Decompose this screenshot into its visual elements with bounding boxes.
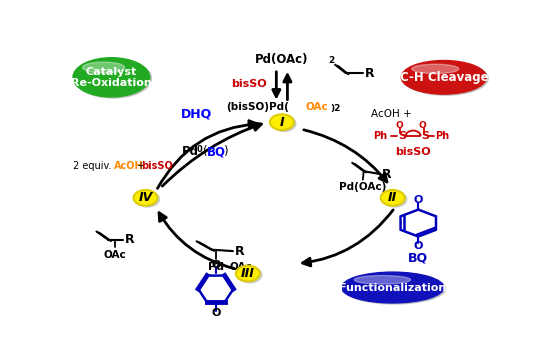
Circle shape: [238, 267, 262, 283]
Text: +: +: [134, 161, 148, 171]
Text: DHQ: DHQ: [181, 107, 212, 120]
Text: ): ): [223, 145, 228, 158]
Text: bisSO: bisSO: [232, 79, 267, 89]
Text: Catalyst
Re-Oxidation: Catalyst Re-Oxidation: [71, 67, 152, 88]
Text: II: II: [388, 191, 397, 204]
Text: O: O: [419, 121, 426, 130]
Text: IV: IV: [139, 191, 152, 204]
Text: Ph: Ph: [373, 131, 388, 141]
Text: OAc: OAc: [230, 262, 252, 272]
Ellipse shape: [402, 60, 487, 94]
Circle shape: [134, 190, 157, 206]
Text: bisSO: bisSO: [395, 147, 431, 157]
Text: Pd: Pd: [208, 262, 224, 272]
Text: Functionalization: Functionalization: [339, 282, 447, 293]
Ellipse shape: [403, 62, 488, 95]
Ellipse shape: [342, 272, 444, 303]
Ellipse shape: [354, 276, 411, 284]
Text: III: III: [241, 267, 255, 280]
Text: O: O: [211, 308, 221, 318]
Text: )2: )2: [330, 104, 340, 112]
Text: BQ: BQ: [408, 251, 428, 264]
Ellipse shape: [412, 64, 459, 74]
Ellipse shape: [73, 58, 150, 97]
Text: AcOH: AcOH: [114, 161, 144, 171]
Circle shape: [383, 191, 407, 207]
Text: 2 equiv.: 2 equiv.: [73, 161, 114, 171]
Ellipse shape: [82, 62, 125, 73]
Text: BQ: BQ: [207, 145, 226, 158]
Text: (: (: [203, 145, 208, 158]
Text: 0: 0: [197, 145, 202, 154]
Text: Ph: Ph: [436, 131, 449, 141]
Ellipse shape: [75, 59, 151, 98]
Text: O: O: [395, 121, 403, 130]
Circle shape: [381, 190, 405, 206]
Text: Pd: Pd: [182, 145, 199, 158]
Text: (bisSO)Pd(: (bisSO)Pd(: [227, 102, 289, 112]
Text: R: R: [235, 245, 245, 258]
Text: bisSO: bisSO: [141, 161, 173, 171]
Text: O: O: [414, 195, 423, 205]
Text: Pd(OAc): Pd(OAc): [255, 52, 309, 66]
Text: Pd(OAc): Pd(OAc): [339, 182, 387, 193]
Text: R: R: [382, 167, 392, 181]
Circle shape: [236, 266, 260, 281]
Text: C-H Cleavage: C-H Cleavage: [399, 71, 488, 84]
Text: 2: 2: [328, 56, 334, 65]
Text: AcOH +: AcOH +: [371, 109, 412, 119]
Text: S: S: [398, 131, 406, 141]
Text: O: O: [211, 260, 221, 270]
Text: R: R: [365, 67, 375, 80]
Circle shape: [136, 191, 160, 207]
Ellipse shape: [343, 273, 446, 304]
Text: R: R: [125, 233, 135, 246]
Text: S: S: [421, 131, 429, 141]
Circle shape: [270, 114, 294, 130]
Text: OAc: OAc: [103, 250, 126, 260]
Text: OAc: OAc: [305, 102, 328, 112]
Text: I: I: [279, 116, 284, 128]
Text: O: O: [414, 241, 423, 251]
Circle shape: [272, 116, 296, 131]
